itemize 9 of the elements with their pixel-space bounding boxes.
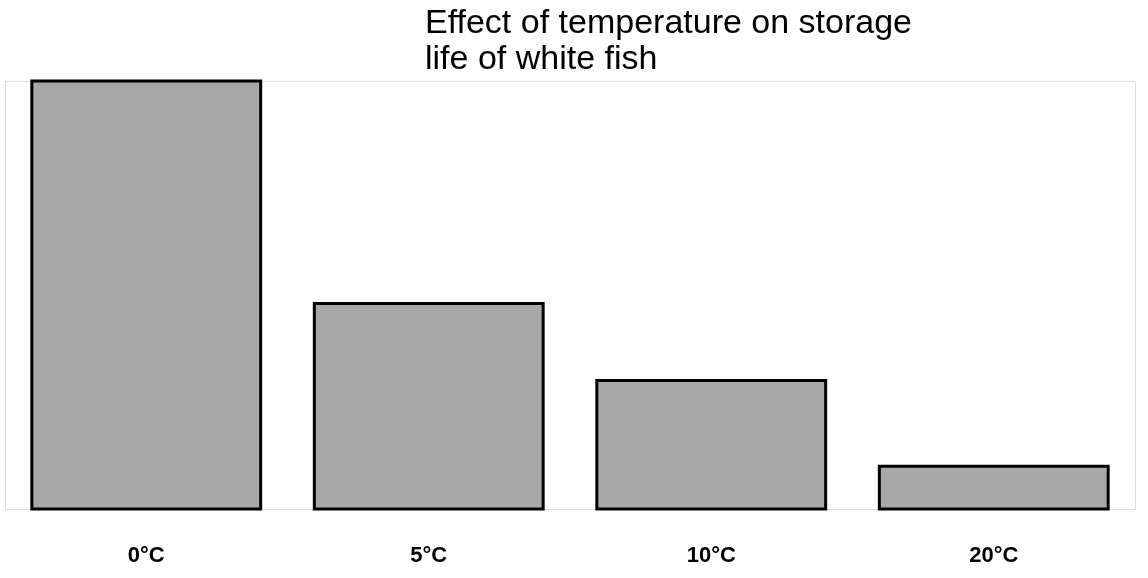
chart-title: Effect of temperature on storage life of white fish bbox=[425, 1, 912, 76]
bar bbox=[30, 79, 263, 511]
x-tick-label: 10°C bbox=[686, 541, 736, 567]
bar bbox=[595, 379, 828, 511]
x-tick-label: 20°C bbox=[969, 541, 1019, 567]
bar bbox=[312, 302, 545, 511]
bar bbox=[877, 464, 1110, 511]
x-tick-label: 0°C bbox=[127, 541, 165, 567]
x-tick-label: 5°C bbox=[410, 541, 448, 567]
